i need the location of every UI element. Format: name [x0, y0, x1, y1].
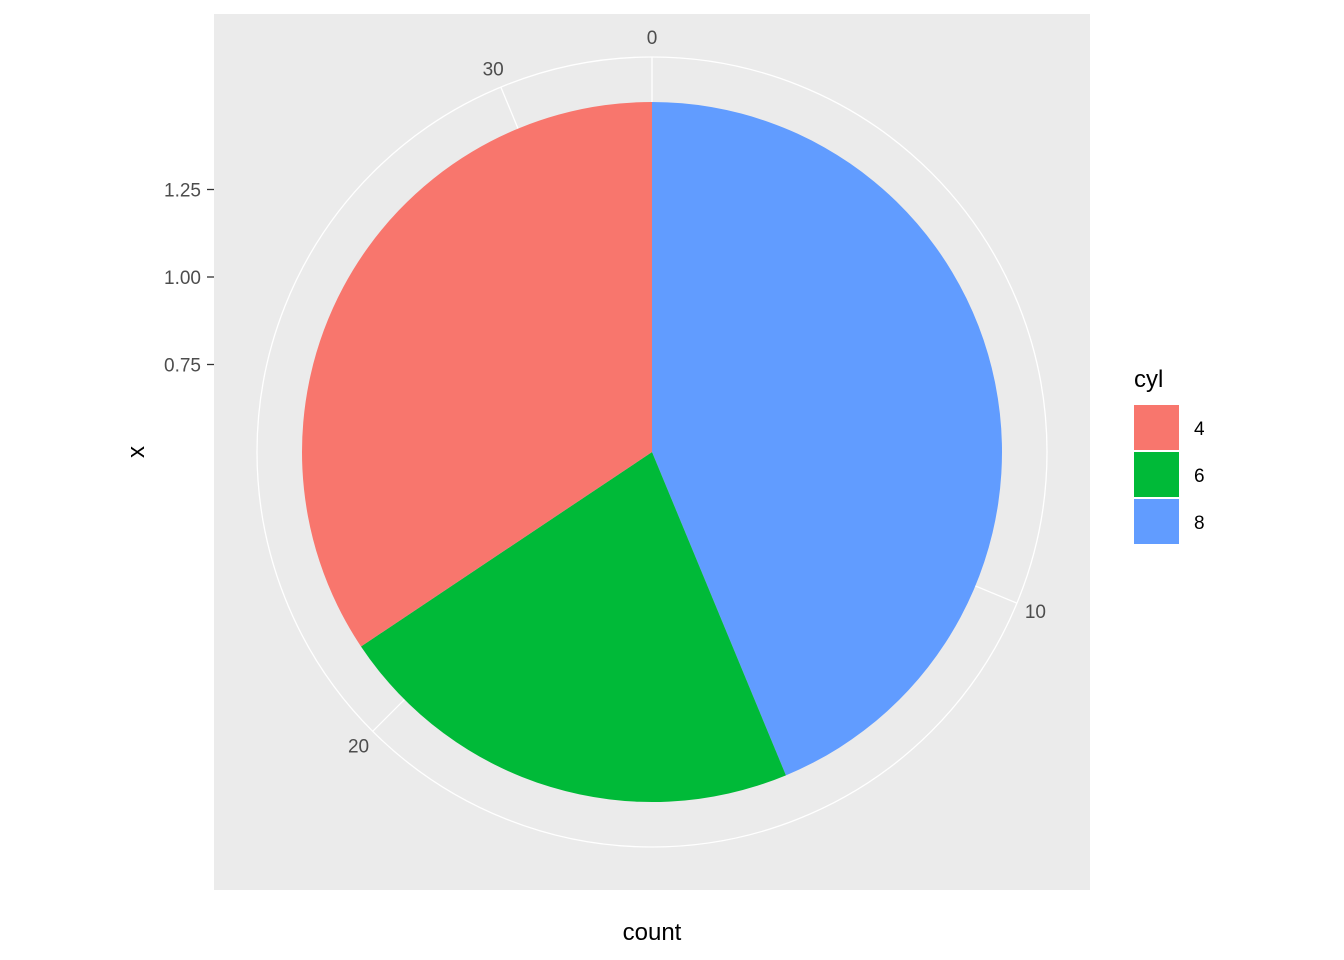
legend-key-8 [1134, 499, 1179, 544]
legend-key-6 [1134, 452, 1179, 497]
legend-label-4: 4 [1194, 419, 1205, 440]
theta-tick-label: 10 [1025, 602, 1046, 623]
y-tick-label: 0.75 [164, 356, 201, 377]
x-axis-title: count [623, 919, 682, 946]
y-tick-label: 1.25 [164, 181, 201, 202]
theta-tick-label: 0 [647, 28, 658, 49]
y-axis-title: x [123, 446, 150, 458]
legend-title: cyl [1134, 366, 1163, 393]
pie-slice-8 [652, 102, 1002, 776]
legend-label-8: 8 [1194, 513, 1205, 534]
y-axis: 0.75 1.00 1.25 [164, 181, 214, 377]
legend-label-6: 6 [1194, 466, 1205, 487]
pie-slice-4 [301, 102, 652, 647]
theta-tick-label: 30 [483, 60, 504, 81]
theta-tick-label: 20 [348, 736, 369, 757]
theta-tick-labels: 0 10 20 30 [348, 28, 1046, 757]
legend-key-4 [1134, 405, 1179, 450]
pie-slices [301, 102, 1002, 803]
y-tick-label: 1.00 [164, 268, 201, 289]
legend: cyl 4 6 8 [1134, 366, 1205, 544]
pie-slice-6 [360, 452, 786, 803]
